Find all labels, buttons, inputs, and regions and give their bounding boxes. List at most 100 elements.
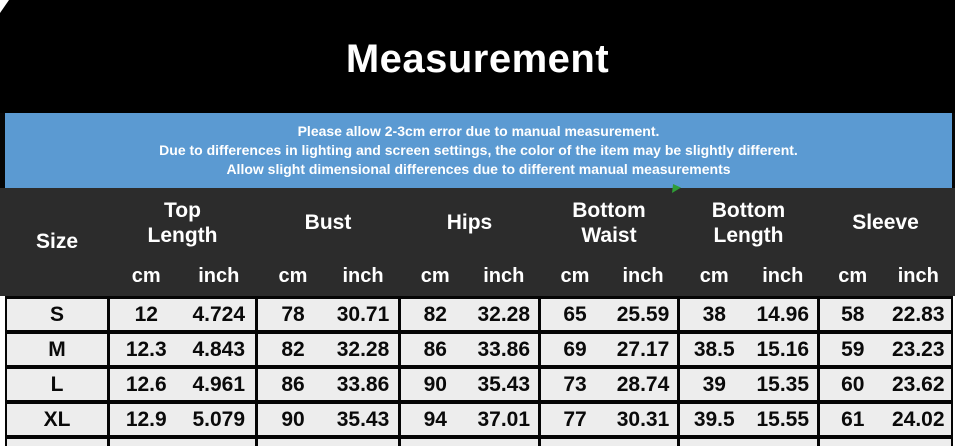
cell-sleeve: 58 22.83 xyxy=(820,299,951,330)
cell-value-inch: 27.17 xyxy=(616,337,670,361)
cell-value-inch: 35.43 xyxy=(336,407,390,431)
cell-value-cm: 78 xyxy=(281,302,305,326)
row-size-label xyxy=(7,439,107,446)
cell-value-inch: 15.16 xyxy=(756,337,810,361)
cell-top-length: 12.9 5.079 xyxy=(110,404,255,435)
cell-value-inch: 22.83 xyxy=(891,302,945,326)
cell-value-cm: 90 xyxy=(423,372,447,396)
unit-label-cm: cm xyxy=(699,265,729,287)
cell-value-cm: 82 xyxy=(281,337,305,361)
cell-value-inch: 32.28 xyxy=(477,302,531,326)
cell-value-inch: 32.28 xyxy=(336,337,390,361)
cell-value-cm: 12.6 xyxy=(125,372,167,396)
cell-bottom-length: 38.5 15.16 xyxy=(680,334,817,365)
cell-hips xyxy=(401,439,538,446)
cell-bust: 90 35.43 xyxy=(258,404,398,435)
unit-header-bottom-length: cm inch xyxy=(680,257,817,296)
cell-top-length: 12.6 4.961 xyxy=(110,369,255,400)
cell-bust: 82 32.28 xyxy=(258,334,398,365)
unit-header-top-length: cm inch xyxy=(110,257,255,296)
column-header-top-length: Top Length xyxy=(147,198,218,247)
row-size-label: M xyxy=(7,334,107,365)
column-header-sleeve: Sleeve xyxy=(852,211,919,234)
unit-label-inch: inch xyxy=(483,265,525,287)
green-cursor-artifact xyxy=(672,184,681,193)
cell-bottom-waist: 65 25.59 xyxy=(541,299,677,330)
column-header-bottom-length: Bottom Length xyxy=(711,198,786,247)
notice-banner-inner: Please allow 2-3cm error due to manual m… xyxy=(5,113,952,188)
cell-hips: 90 35.43 xyxy=(401,369,538,400)
cell-value-cm: 86 xyxy=(423,337,447,361)
table-header-grid: Size Top Length Bust Hips Bottom Waist B… xyxy=(5,188,953,296)
cell-sleeve: 61 24.02 xyxy=(820,404,951,435)
cell-value-cm: 12 xyxy=(134,302,158,326)
cell-value-inch: 4.724 xyxy=(192,302,246,326)
cell-value-cm: 77 xyxy=(563,407,587,431)
cell-value-inch: 4.843 xyxy=(192,337,246,361)
cell-value-cm: 90 xyxy=(281,407,305,431)
cell-value-cm: 86 xyxy=(281,372,305,396)
notice-line-1: Please allow 2-3cm error due to manual m… xyxy=(297,123,660,139)
table-header: Size Top Length Bust Hips Bottom Waist B… xyxy=(0,188,955,296)
unit-header-sleeve: cm inch xyxy=(820,257,951,296)
cell-bottom-length: 39.5 15.55 xyxy=(680,404,817,435)
cell-value-cm: 60 xyxy=(841,372,865,396)
cell-value-cm: 39.5 xyxy=(693,407,735,431)
column-header-bottom-waist: Bottom Waist xyxy=(572,198,646,247)
cell-value-cm: 58 xyxy=(841,302,865,326)
cell-value-inch: 14.96 xyxy=(756,302,810,326)
cell-bust xyxy=(258,439,398,446)
cell-value-inch: 28.74 xyxy=(616,372,670,396)
cell-value-inch: 25.59 xyxy=(616,302,670,326)
cell-sleeve xyxy=(820,439,951,446)
cell-value-inch: 5.079 xyxy=(192,407,246,431)
unit-header-hips: cm inch xyxy=(401,257,538,296)
unit-label-inch: inch xyxy=(198,265,240,287)
cell-bottom-length: 39 15.35 xyxy=(680,369,817,400)
cell-bottom-waist: 69 27.17 xyxy=(541,334,677,365)
cell-value-inch: 30.31 xyxy=(616,407,670,431)
cell-value-inch: 33.86 xyxy=(477,337,531,361)
cell-value-cm: 38 xyxy=(702,302,726,326)
cell-sleeve: 60 23.62 xyxy=(820,369,951,400)
cell-value-cm: 61 xyxy=(841,407,865,431)
cell-value-cm: 82 xyxy=(423,302,447,326)
unit-label-cm: cm xyxy=(838,265,868,287)
notice-line-3: Allow slight dimensional differences due… xyxy=(226,161,731,177)
cell-value-cm: 38.5 xyxy=(693,337,735,361)
cell-bottom-length xyxy=(680,439,817,446)
cell-value-inch: 4.961 xyxy=(192,372,246,396)
cell-bottom-waist xyxy=(541,439,677,446)
unit-label-cm: cm xyxy=(420,265,450,287)
cell-value-cm: 94 xyxy=(423,407,447,431)
cell-hips: 94 37.01 xyxy=(401,404,538,435)
unit-label-inch: inch xyxy=(897,265,939,287)
cell-bust: 86 33.86 xyxy=(258,369,398,400)
cell-sleeve: 59 23.23 xyxy=(820,334,951,365)
cell-value-cm: 12.9 xyxy=(125,407,167,431)
cell-hips: 82 32.28 xyxy=(401,299,538,330)
cell-value-inch: 15.55 xyxy=(756,407,810,431)
cell-value-cm: 59 xyxy=(841,337,865,361)
unit-header-bottom-waist: cm inch xyxy=(541,257,677,296)
cell-bust: 78 30.71 xyxy=(258,299,398,330)
cell-value-inch: 37.01 xyxy=(477,407,531,431)
cell-value-inch: 33.86 xyxy=(336,372,390,396)
notice-line-2: Due to differences in lighting and scree… xyxy=(159,142,798,158)
cell-value-inch: 15.35 xyxy=(756,372,810,396)
column-header-size: Size xyxy=(35,230,79,253)
cell-value-cm: 12.3 xyxy=(125,337,167,361)
cell-value-cm: 69 xyxy=(563,337,587,361)
cell-value-inch: 24.02 xyxy=(891,407,945,431)
cell-value-inch: 23.62 xyxy=(891,372,945,396)
row-size-label: S xyxy=(7,299,107,330)
row-size-label: XL xyxy=(7,404,107,435)
corner-artifact xyxy=(0,0,9,13)
title-banner: Measurement xyxy=(0,0,955,113)
cell-value-cm: 39 xyxy=(702,372,726,396)
row-size-label: L xyxy=(7,369,107,400)
cell-top-length xyxy=(110,439,255,446)
unit-label-inch: inch xyxy=(622,265,664,287)
unit-label-inch: inch xyxy=(762,265,804,287)
